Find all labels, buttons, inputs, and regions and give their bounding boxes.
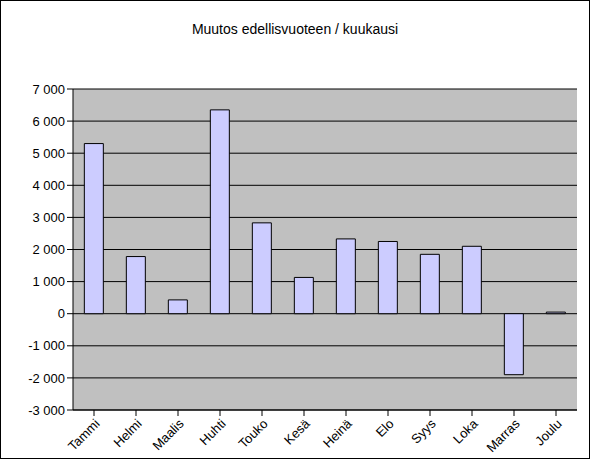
svg-text:Tammi: Tammi xyxy=(65,416,103,454)
svg-text:0: 0 xyxy=(58,306,65,321)
svg-text:6 000: 6 000 xyxy=(32,114,65,129)
html-text:Muutos edellisvuoteen / kuukau: Muutos edellisvuoteen / kuukausi xyxy=(191,21,399,37)
svg-text:7 000: 7 000 xyxy=(32,82,65,97)
svg-text:Maalis: Maalis xyxy=(149,416,187,454)
svg-text:-1 000: -1 000 xyxy=(28,338,65,353)
svg-text:5 000: 5 000 xyxy=(32,146,65,161)
svg-text:Loka: Loka xyxy=(450,416,481,447)
svg-text:Elo: Elo xyxy=(373,416,397,440)
svg-text:Kesä: Kesä xyxy=(281,416,313,448)
svg-text:Huhti: Huhti xyxy=(197,416,229,448)
svg-text:1 000: 1 000 xyxy=(32,274,65,289)
svg-text:Syys: Syys xyxy=(408,416,439,447)
svg-text:Marras: Marras xyxy=(483,416,523,456)
svg-text:Heinä: Heinä xyxy=(320,415,355,450)
svg-text:2 000: 2 000 xyxy=(32,242,65,257)
svg-text:-3 000: -3 000 xyxy=(28,403,65,418)
svg-text:Touko: Touko xyxy=(236,416,271,451)
svg-text:-2 000: -2 000 xyxy=(28,371,65,386)
svg-text:Joulu: Joulu xyxy=(532,416,565,449)
svg-text:3 000: 3 000 xyxy=(32,210,65,225)
svg-text:Helmi: Helmi xyxy=(111,416,145,450)
svg-text:4 000: 4 000 xyxy=(32,178,65,193)
